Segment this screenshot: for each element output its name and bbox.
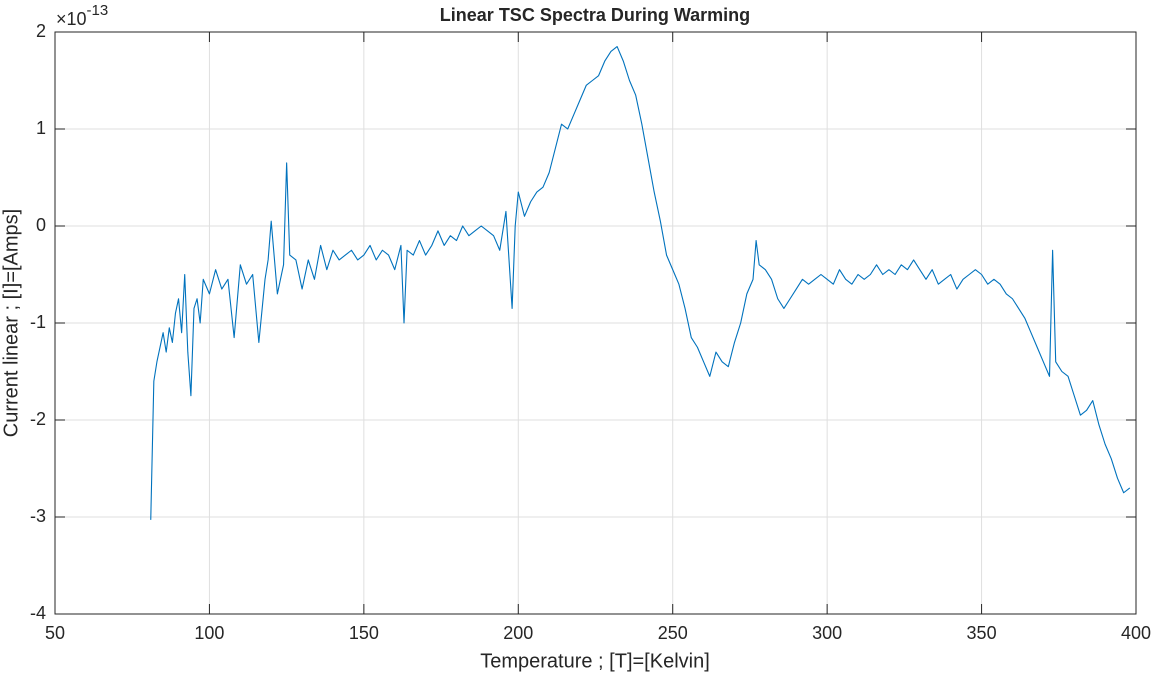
y-axis-label: Current linear ; [I]=[Amps] bbox=[0, 209, 22, 437]
y-multiplier: ×10-13 bbox=[56, 2, 108, 29]
ticks: 50 100 150 200 250 300 350 400 -4 -3 -2 -1 0 1 2 bbox=[30, 21, 1151, 643]
plot bbox=[150, 46, 1131, 520]
y-tick-label: -4 bbox=[30, 603, 46, 623]
y-tick-label: -2 bbox=[30, 409, 46, 429]
x-tick-label: 400 bbox=[1121, 623, 1151, 643]
y-tick-label: 0 bbox=[36, 215, 46, 235]
x-tick-label: 100 bbox=[194, 623, 224, 643]
x-tick-label: 50 bbox=[45, 623, 65, 643]
x-tick-label: 350 bbox=[967, 623, 997, 643]
data-line bbox=[150, 46, 1131, 520]
y-multiplier-exponent: -13 bbox=[87, 2, 109, 19]
y-tick-label: -3 bbox=[30, 506, 46, 526]
y-tick-label: -1 bbox=[30, 312, 46, 332]
x-tick-label: 250 bbox=[658, 623, 688, 643]
chart-title: Linear TSC Spectra During Warming bbox=[440, 5, 750, 25]
y-tick-label: 2 bbox=[36, 21, 46, 41]
x-tick-label: 150 bbox=[349, 623, 379, 643]
y-multiplier-base: ×10 bbox=[56, 9, 87, 29]
x-tick-label: 200 bbox=[503, 623, 533, 643]
x-tick-label: 300 bbox=[812, 623, 842, 643]
x-axis-label: Temperature ; [T]=[Kelvin] bbox=[480, 650, 710, 672]
y-tick-label: 1 bbox=[36, 118, 46, 138]
